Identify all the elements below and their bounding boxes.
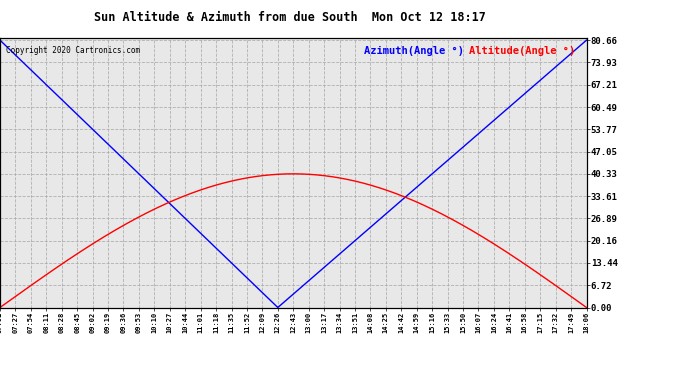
Text: Copyright 2020 Cartronics.com: Copyright 2020 Cartronics.com <box>6 46 140 55</box>
Text: Altitude(Angle °): Altitude(Angle °) <box>469 46 575 56</box>
Text: Azimuth(Angle °): Azimuth(Angle °) <box>364 46 464 56</box>
Text: Sun Altitude & Azimuth from due South  Mon Oct 12 18:17: Sun Altitude & Azimuth from due South Mo… <box>94 11 486 24</box>
